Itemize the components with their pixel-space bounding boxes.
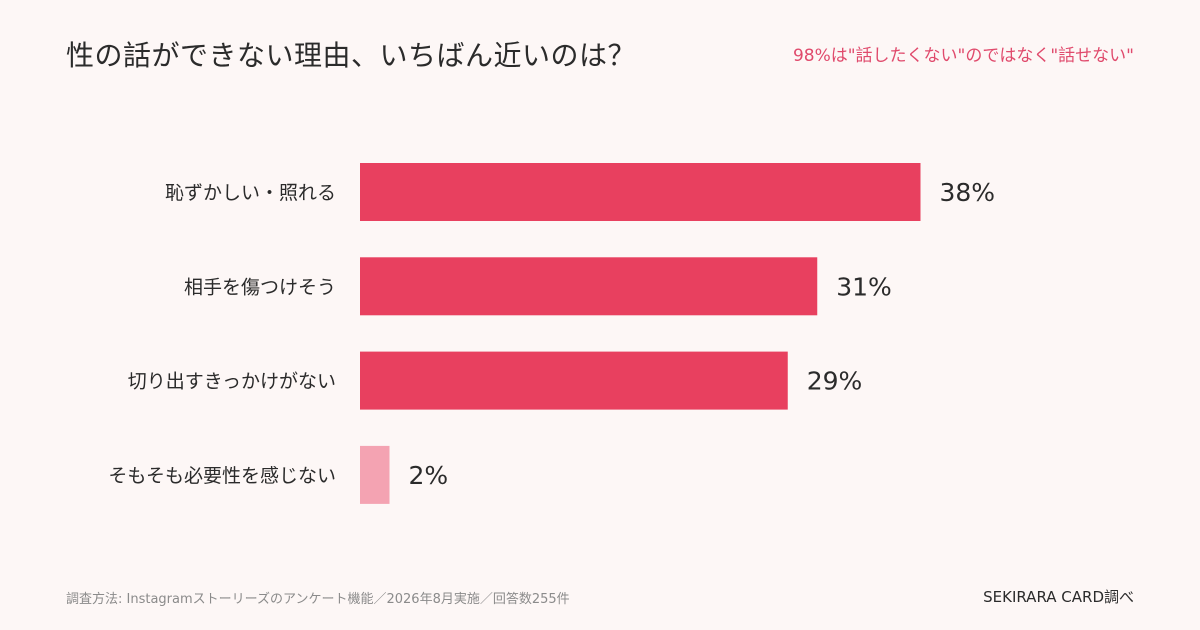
- category-label: そもそも必要性を感じない: [108, 465, 336, 487]
- category-label: 相手を傷つけそう: [184, 276, 336, 298]
- bar: [360, 163, 921, 221]
- category-label: 恥ずかしい・照れる: [165, 182, 336, 204]
- value-label: 2%: [409, 461, 449, 490]
- value-label: 38%: [940, 178, 996, 207]
- chart-title: 性の話ができない理由、いちばん近いのは？: [66, 39, 637, 72]
- bar: [360, 351, 788, 410]
- category-label: 切り出すきっかけがない: [128, 371, 336, 393]
- survey-source: 調査方法: Instagramストーリーズのアンケート機能／2026年8月実施／…: [66, 592, 570, 607]
- value-label: 31%: [836, 272, 892, 301]
- survey-credit: SEKIRARA CARD調べ: [983, 588, 1134, 606]
- bar: [360, 257, 818, 316]
- chart-note: 98%は"話したくない"のではなく"話せない": [792, 46, 1134, 66]
- value-label: 29%: [807, 367, 863, 396]
- bar: [360, 445, 390, 504]
